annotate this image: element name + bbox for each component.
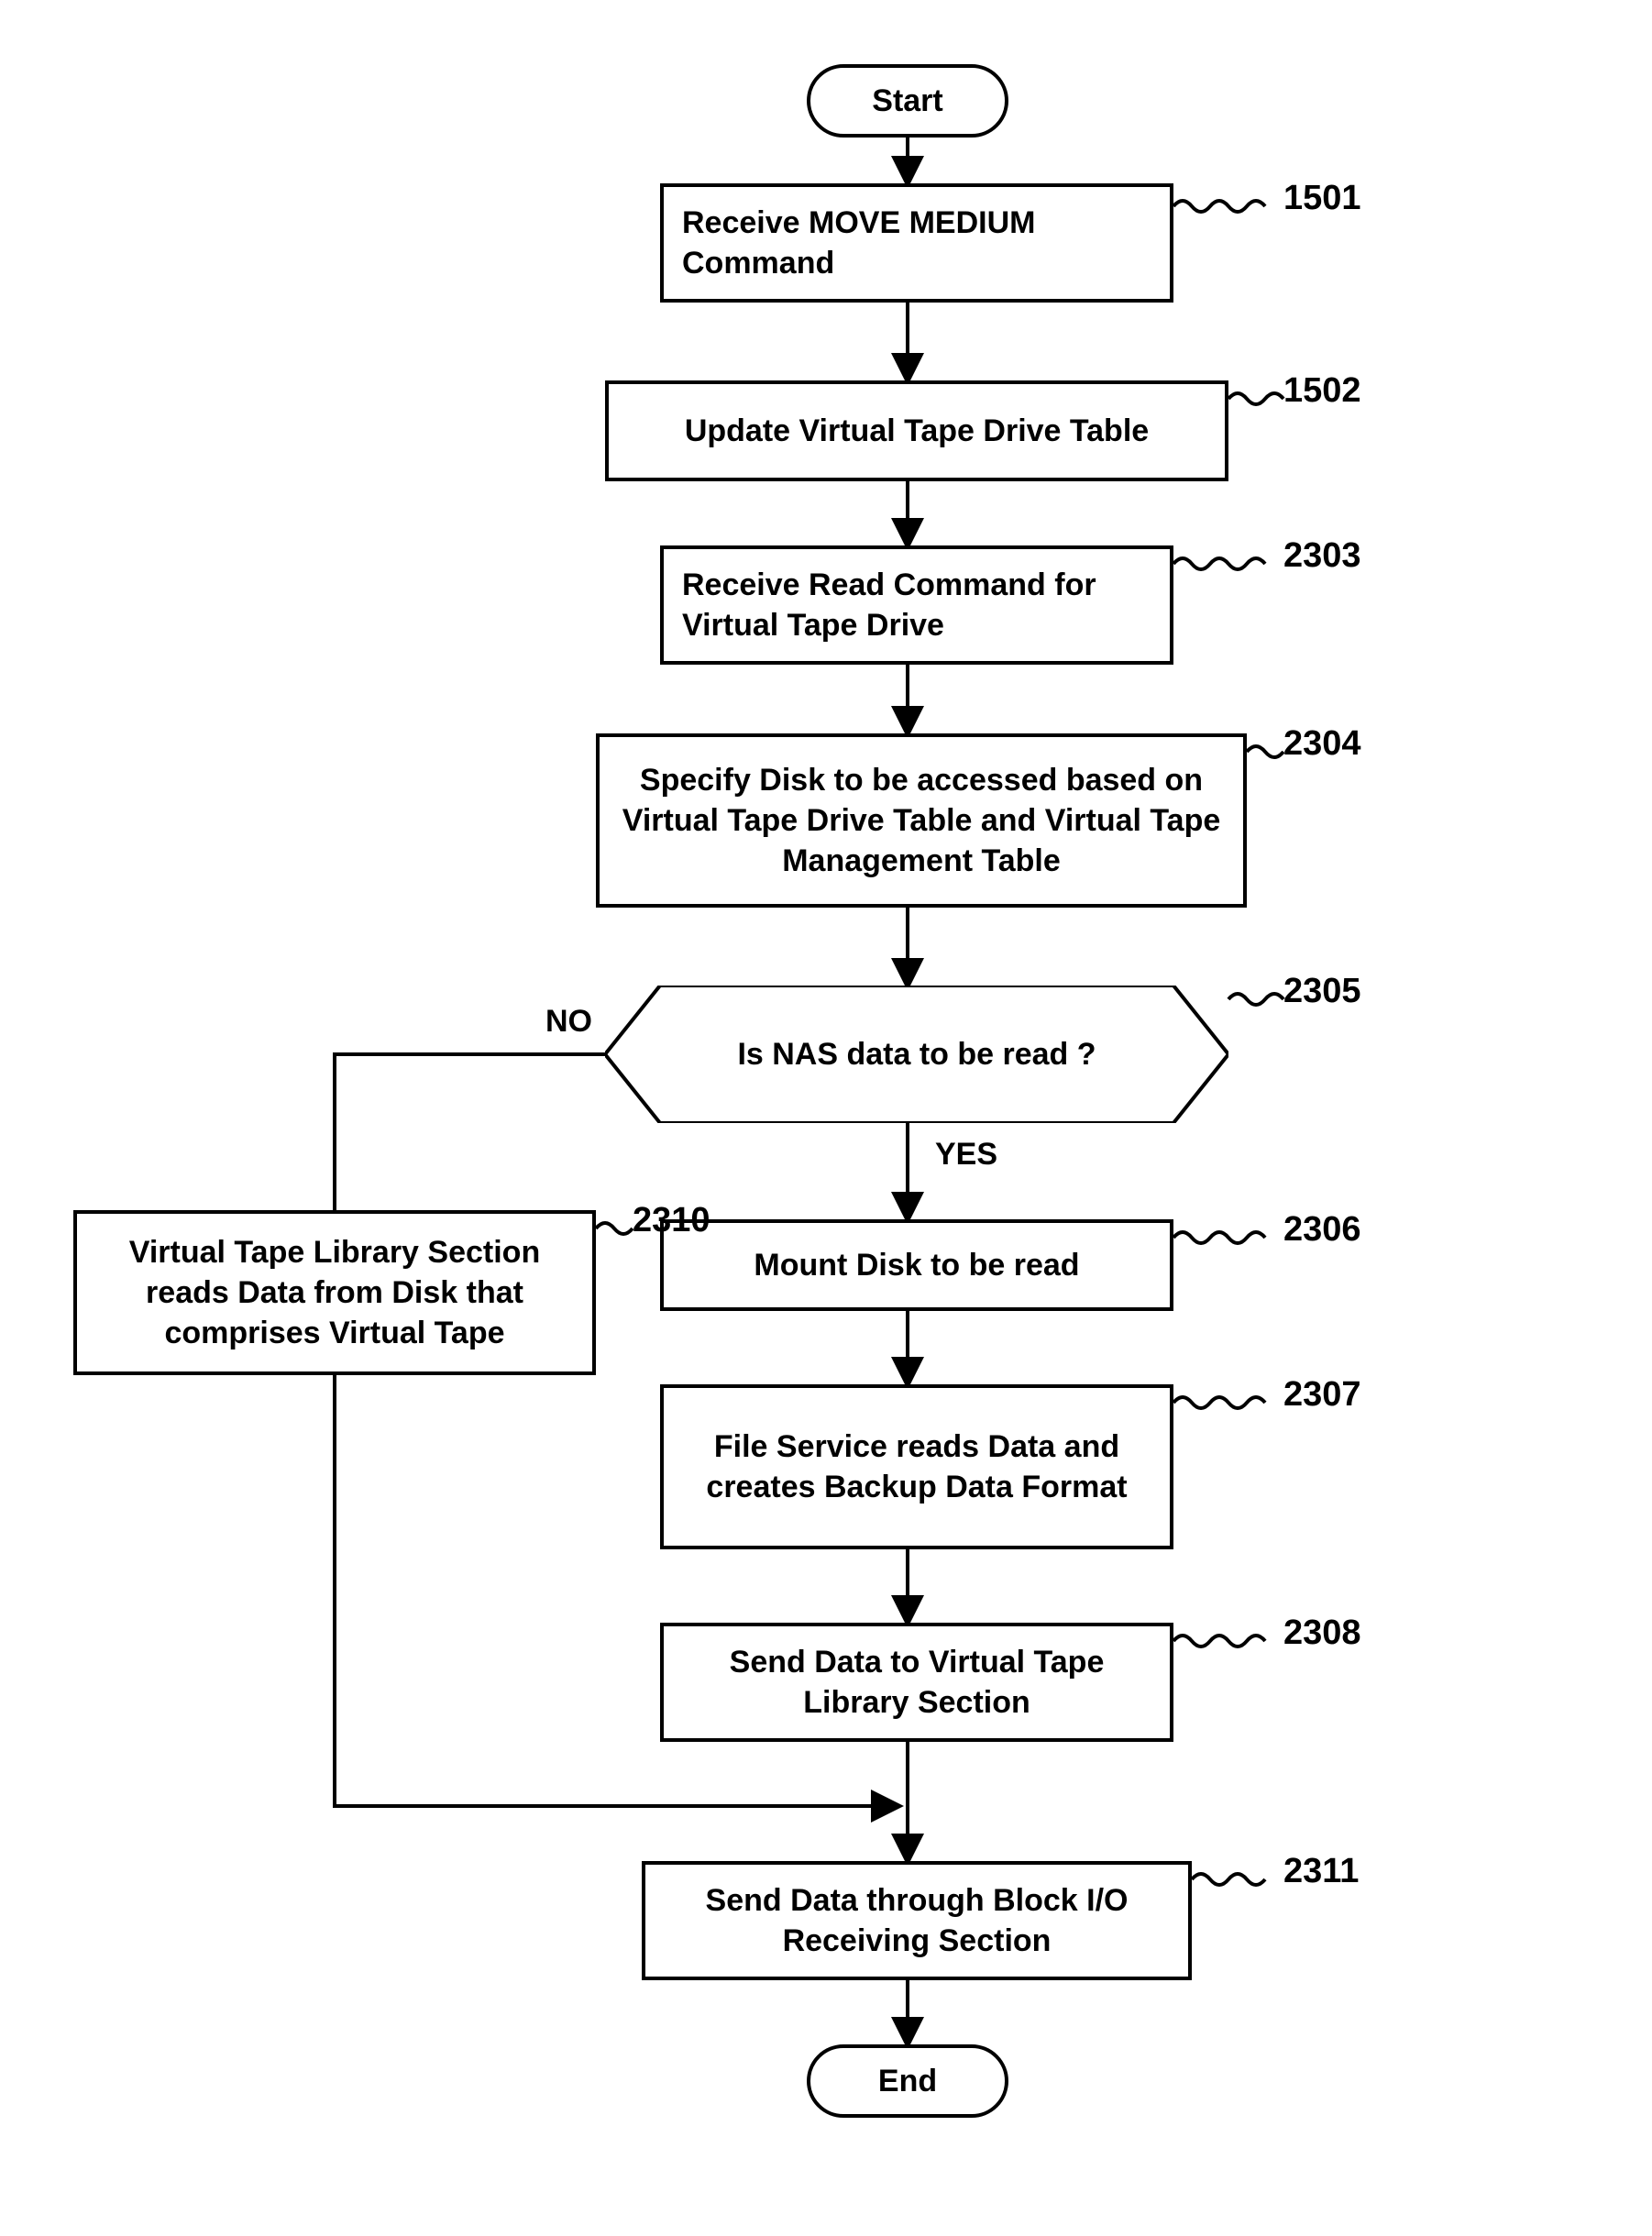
node-2303-label: Receive Read Command for Virtual Tape Dr…	[682, 565, 1151, 645]
node-1502-label: Update Virtual Tape Drive Table	[685, 411, 1149, 451]
ref-2304: 2304	[1283, 724, 1361, 764]
flowchart-canvas: Start Receive MOVE MEDIUM Command 1501 U…	[0, 0, 1652, 2236]
end-label: End	[878, 2064, 937, 2099]
ref-2307: 2307	[1283, 1375, 1361, 1415]
ref-2311: 2311	[1283, 1852, 1359, 1891]
start-label: Start	[872, 83, 942, 119]
node-2305-decision: Is NAS data to be read ?	[605, 986, 1228, 1123]
edge-label-no: NO	[545, 1004, 592, 1040]
end-terminator: End	[807, 2044, 1008, 2118]
ref-2305: 2305	[1283, 972, 1361, 1011]
ref-2303: 2303	[1283, 536, 1361, 576]
start-terminator: Start	[807, 64, 1008, 138]
node-2307: File Service reads Data and creates Back…	[660, 1384, 1173, 1549]
node-1502: Update Virtual Tape Drive Table	[605, 380, 1228, 481]
ref-2306: 2306	[1283, 1210, 1361, 1250]
node-2303: Receive Read Command for Virtual Tape Dr…	[660, 545, 1173, 665]
node-2310-label: Virtual Tape Library Section reads Data …	[95, 1232, 574, 1354]
node-2308: Send Data to Virtual Tape Library Sectio…	[660, 1623, 1173, 1742]
node-1501: Receive MOVE MEDIUM Command	[660, 183, 1173, 303]
node-2306-label: Mount Disk to be read	[754, 1245, 1079, 1285]
ref-1501: 1501	[1283, 179, 1361, 218]
node-2304-label: Specify Disk to be accessed based on Vir…	[618, 760, 1225, 882]
node-2311: Send Data through Block I/O Receiving Se…	[642, 1861, 1192, 1980]
ref-2310: 2310	[633, 1201, 710, 1240]
node-2311-label: Send Data through Block I/O Receiving Se…	[664, 1880, 1170, 1961]
node-2305-label: Is NAS data to be read ?	[737, 1037, 1096, 1073]
node-2308-label: Send Data to Virtual Tape Library Sectio…	[682, 1642, 1151, 1723]
edge-label-yes: YES	[935, 1137, 997, 1173]
node-2304: Specify Disk to be accessed based on Vir…	[596, 733, 1247, 908]
ref-1502: 1502	[1283, 371, 1361, 411]
ref-2308: 2308	[1283, 1614, 1361, 1653]
node-2307-label: File Service reads Data and creates Back…	[682, 1426, 1151, 1507]
node-2310: Virtual Tape Library Section reads Data …	[73, 1210, 596, 1375]
node-2306: Mount Disk to be read	[660, 1219, 1173, 1311]
node-1501-label: Receive MOVE MEDIUM Command	[682, 203, 1151, 283]
